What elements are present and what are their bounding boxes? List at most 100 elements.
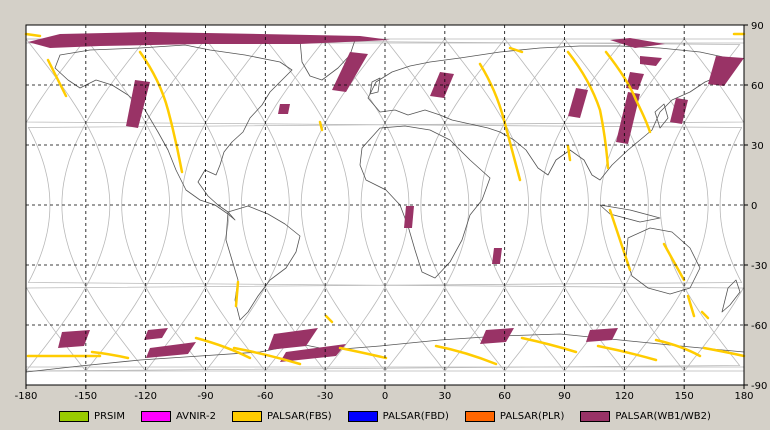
coastline-new-zealand (721, 279, 741, 313)
legend: PRSIM AVNIR-2 PALSAR(FBS) PALSAR(FBD) PALSAR… (0, 402, 770, 430)
track-fbs-7 (662, 242, 686, 282)
legend-item: PALSAR(WB1/WB2) (580, 410, 711, 422)
orbit-track (25, 38, 111, 372)
orbit-track (623, 38, 709, 372)
legend-swatch (59, 410, 90, 422)
grid-lines (26, 25, 744, 385)
track-fbs-12 (194, 336, 252, 360)
lat-tick-label: -30 (751, 261, 767, 272)
track-fbs-14 (338, 346, 388, 360)
lon-tick-label: -90 (197, 391, 213, 402)
swath-wb-15 (146, 342, 196, 358)
legend-item: PALSAR(PLR) (464, 410, 565, 422)
coastline-uk (369, 77, 381, 95)
coverage-map: -180 -150 -120 -90 -60 -30 0 30 60 90 120 150 180 90 6… (15, 21, 768, 402)
orbit-track (504, 38, 589, 372)
map-canvas: -180 -150 -120 -90 -60 -30 0 30 60 90 120 150 180 90 6… (15, 21, 768, 402)
lat-tick-label: -90 (751, 381, 767, 392)
track-fbs-2 (46, 58, 68, 98)
orbit-track (480, 38, 565, 372)
orbit-track (145, 38, 230, 372)
coastline-north-america (54, 44, 293, 221)
track-fbs-1 (138, 50, 184, 174)
orbit-track (61, 38, 147, 372)
orbit-track (264, 38, 350, 372)
swath-wb-10 (278, 104, 290, 114)
legend-label: PALSAR(FBD) (382, 410, 449, 422)
track-fbs-15 (434, 344, 498, 366)
orbit-track (240, 38, 326, 372)
lon-tick-label: -60 (257, 391, 273, 402)
legend-swatch (140, 410, 171, 422)
orbit-track (324, 38, 410, 372)
track-fbs-19 (702, 346, 746, 358)
swath-wb-12 (492, 248, 502, 264)
coastline-south-america (225, 205, 301, 321)
legend-label: PALSAR(WB1/WB2) (615, 410, 711, 422)
legend-item: PALSAR(FBS) (231, 410, 332, 422)
lon-tick-label: 90 (558, 391, 571, 402)
track-fbs-5 (604, 50, 652, 134)
orbit-track (205, 38, 290, 372)
swath-wb-17 (280, 344, 346, 362)
legend-label: PALSAR(PLR) (499, 410, 565, 422)
lon-tick-label: -120 (134, 391, 157, 402)
legend-label: AVNIR-2 (175, 410, 216, 422)
track-fbs-16 (520, 336, 578, 354)
legend-label: PRSIM (94, 410, 125, 422)
orbit-track (384, 38, 470, 372)
lon-tick-label: 180 (734, 391, 753, 402)
swath-wb-2 (332, 52, 368, 92)
coastline-eurasia (367, 45, 729, 181)
lon-tick-label: -150 (74, 391, 97, 402)
legend-item: PRSIM (59, 410, 125, 422)
track-fbs-3 (478, 62, 522, 182)
track-fbs-13 (232, 346, 302, 366)
lon-tick-label: 30 (438, 391, 451, 402)
track-fbs-20 (508, 46, 524, 54)
swath-wb-16 (268, 328, 318, 350)
legend-swatch (464, 410, 495, 422)
lon-tick-label: 120 (615, 391, 634, 402)
legend-label: PALSAR(FBS) (266, 410, 332, 422)
track-fbs-25 (318, 120, 324, 132)
swath-wb-13 (58, 330, 90, 348)
orbit-track (300, 38, 386, 372)
legend-swatch (347, 410, 378, 422)
lat-tick-label: 0 (751, 201, 757, 212)
swath-wb-11 (404, 206, 414, 228)
orbit-track (27, 38, 745, 372)
track-fbs-9 (324, 314, 334, 324)
swath-wb-4 (568, 88, 588, 118)
legend-item: PALSAR(FBD) (347, 410, 449, 422)
axis-ticks: -180 -150 -120 -90 -60 -30 0 30 60 90 120 150 180 90 6… (15, 21, 768, 402)
lat-tick-label: 30 (751, 141, 764, 152)
track-fbs-24 (700, 310, 710, 320)
lat-tick-label: -60 (751, 321, 767, 332)
lon-tick-label: 150 (675, 391, 694, 402)
track-fbs-26 (566, 144, 572, 162)
track-fbs-23 (686, 294, 696, 318)
lon-tick-label: -30 (317, 391, 333, 402)
swath-wb-9 (640, 56, 662, 66)
lat-tick-label: 90 (751, 21, 764, 32)
swath-wb-7 (670, 98, 688, 124)
track-fbs-17 (596, 344, 658, 362)
lon-tick-label: 0 (382, 391, 388, 402)
track-fbs-8 (234, 280, 240, 308)
swath-wb-arctic-1 (28, 32, 390, 48)
orbit-track (444, 38, 530, 372)
swath-wb-1 (126, 80, 150, 128)
legend-swatch (231, 410, 262, 422)
swath-wb-14 (144, 328, 168, 340)
coastline-africa (359, 125, 491, 279)
orbit-track (564, 38, 649, 372)
orbit-track (25, 38, 741, 372)
swath-wb-5 (616, 92, 640, 144)
legend-swatch (580, 410, 611, 422)
track-fbs-21 (24, 32, 42, 38)
track-fbs-4 (566, 50, 610, 170)
orbit-track (360, 38, 446, 372)
swath-wb-6 (626, 72, 644, 90)
track-fbs-11 (90, 350, 130, 360)
